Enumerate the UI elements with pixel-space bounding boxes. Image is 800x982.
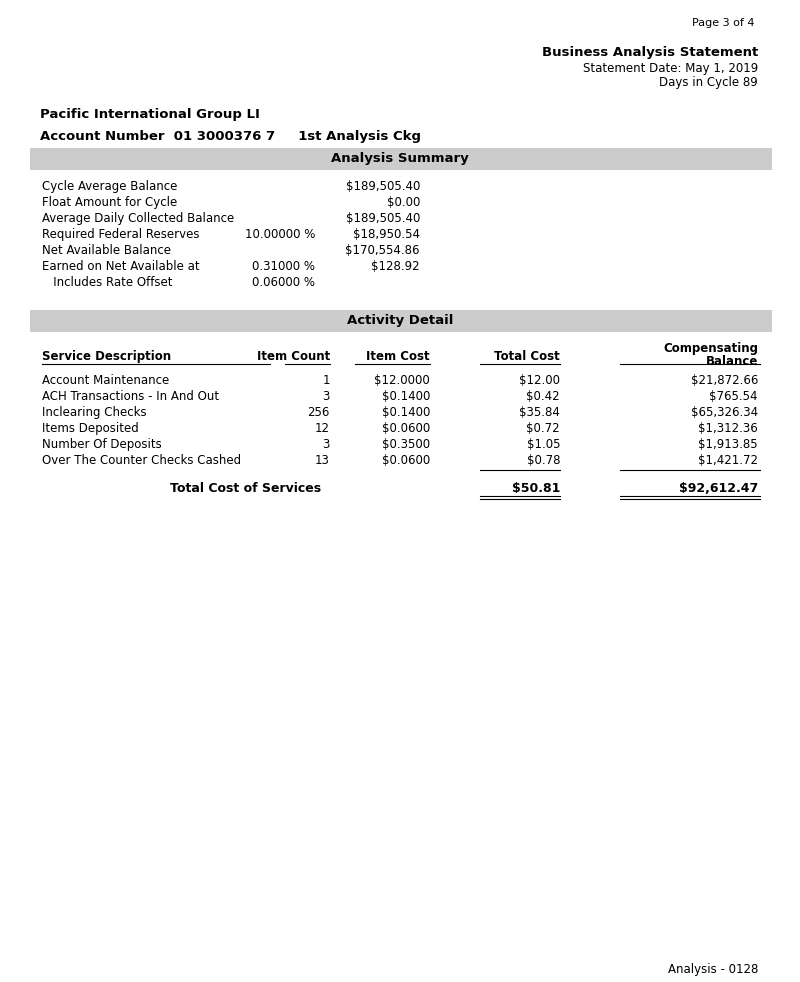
Text: Net Available Balance: Net Available Balance [42,244,171,257]
Text: $0.1400: $0.1400 [382,390,430,403]
Text: $65,326.34: $65,326.34 [691,406,758,419]
Text: $1,312.36: $1,312.36 [698,422,758,435]
Text: Pacific International Group LI: Pacific International Group LI [40,108,260,121]
Text: $1,421.72: $1,421.72 [698,454,758,467]
Text: Item Count: Item Count [257,350,330,363]
Text: Service Description: Service Description [42,350,171,363]
Text: $0.78: $0.78 [526,454,560,467]
Text: 10.00000 %: 10.00000 % [245,228,315,241]
Text: $0.00: $0.00 [386,196,420,209]
Text: 256: 256 [308,406,330,419]
Text: Analysis - 0128: Analysis - 0128 [668,963,758,976]
Text: Average Daily Collected Balance: Average Daily Collected Balance [42,212,234,225]
Text: Compensating: Compensating [663,342,758,355]
Bar [30,148,772,170]
Text: Statement Date: May 1, 2019: Statement Date: May 1, 2019 [582,62,758,75]
Text: $35.84: $35.84 [519,406,560,419]
Text: 3: 3 [322,390,330,403]
Text: Earned on Net Available at: Earned on Net Available at [42,260,200,273]
Text: $0.42: $0.42 [526,390,560,403]
Text: $12.0000: $12.0000 [374,374,430,387]
Text: $170,554.86: $170,554.86 [346,244,420,257]
Text: $189,505.40: $189,505.40 [346,212,420,225]
Text: Total Cost: Total Cost [494,350,560,363]
Text: $0.0600: $0.0600 [382,422,430,435]
Text: $0.0600: $0.0600 [382,454,430,467]
Text: $128.92: $128.92 [371,260,420,273]
Text: $0.72: $0.72 [526,422,560,435]
Text: $1,913.85: $1,913.85 [698,438,758,451]
Text: Items Deposited: Items Deposited [42,422,138,435]
Text: Item Cost: Item Cost [366,350,430,363]
Text: Required Federal Reserves: Required Federal Reserves [42,228,199,241]
Text: 0.06000 %: 0.06000 % [252,276,315,289]
Text: 12: 12 [315,422,330,435]
Text: $92,612.47: $92,612.47 [678,482,758,495]
Text: Number Of Deposits: Number Of Deposits [42,438,162,451]
Text: Account Number  01 3000376 7     1st Analysis Ckg: Account Number 01 3000376 7 1st Analysis… [40,130,421,143]
Text: Total Cost of Services: Total Cost of Services [170,482,321,495]
Text: $765.54: $765.54 [710,390,758,403]
Text: 13: 13 [315,454,330,467]
Text: $18,950.54: $18,950.54 [353,228,420,241]
Text: Analysis Summary: Analysis Summary [331,152,469,165]
Text: Activity Detail: Activity Detail [347,314,453,327]
Text: $189,505.40: $189,505.40 [346,180,420,193]
Text: 3: 3 [322,438,330,451]
Text: Page 3 of 4: Page 3 of 4 [693,18,755,28]
Text: $12.00: $12.00 [519,374,560,387]
Text: Over The Counter Checks Cashed: Over The Counter Checks Cashed [42,454,241,467]
Text: Business Analysis Statement: Business Analysis Statement [542,46,758,59]
Bar [30,310,772,332]
Text: $21,872.66: $21,872.66 [690,374,758,387]
Text: Balance: Balance [706,355,758,368]
Text: $50.81: $50.81 [512,482,560,495]
Text: Account Maintenance: Account Maintenance [42,374,170,387]
Text: $1.05: $1.05 [526,438,560,451]
Text: $0.3500: $0.3500 [382,438,430,451]
Text: Inclearing Checks: Inclearing Checks [42,406,146,419]
Text: 1: 1 [322,374,330,387]
Text: Float Amount for Cycle: Float Amount for Cycle [42,196,178,209]
Text: Days in Cycle 89: Days in Cycle 89 [659,76,758,89]
Text: 0.31000 %: 0.31000 % [252,260,315,273]
Text: $0.1400: $0.1400 [382,406,430,419]
Text: Includes Rate Offset: Includes Rate Offset [42,276,173,289]
Text: Cycle Average Balance: Cycle Average Balance [42,180,178,193]
Text: ACH Transactions - In And Out: ACH Transactions - In And Out [42,390,219,403]
